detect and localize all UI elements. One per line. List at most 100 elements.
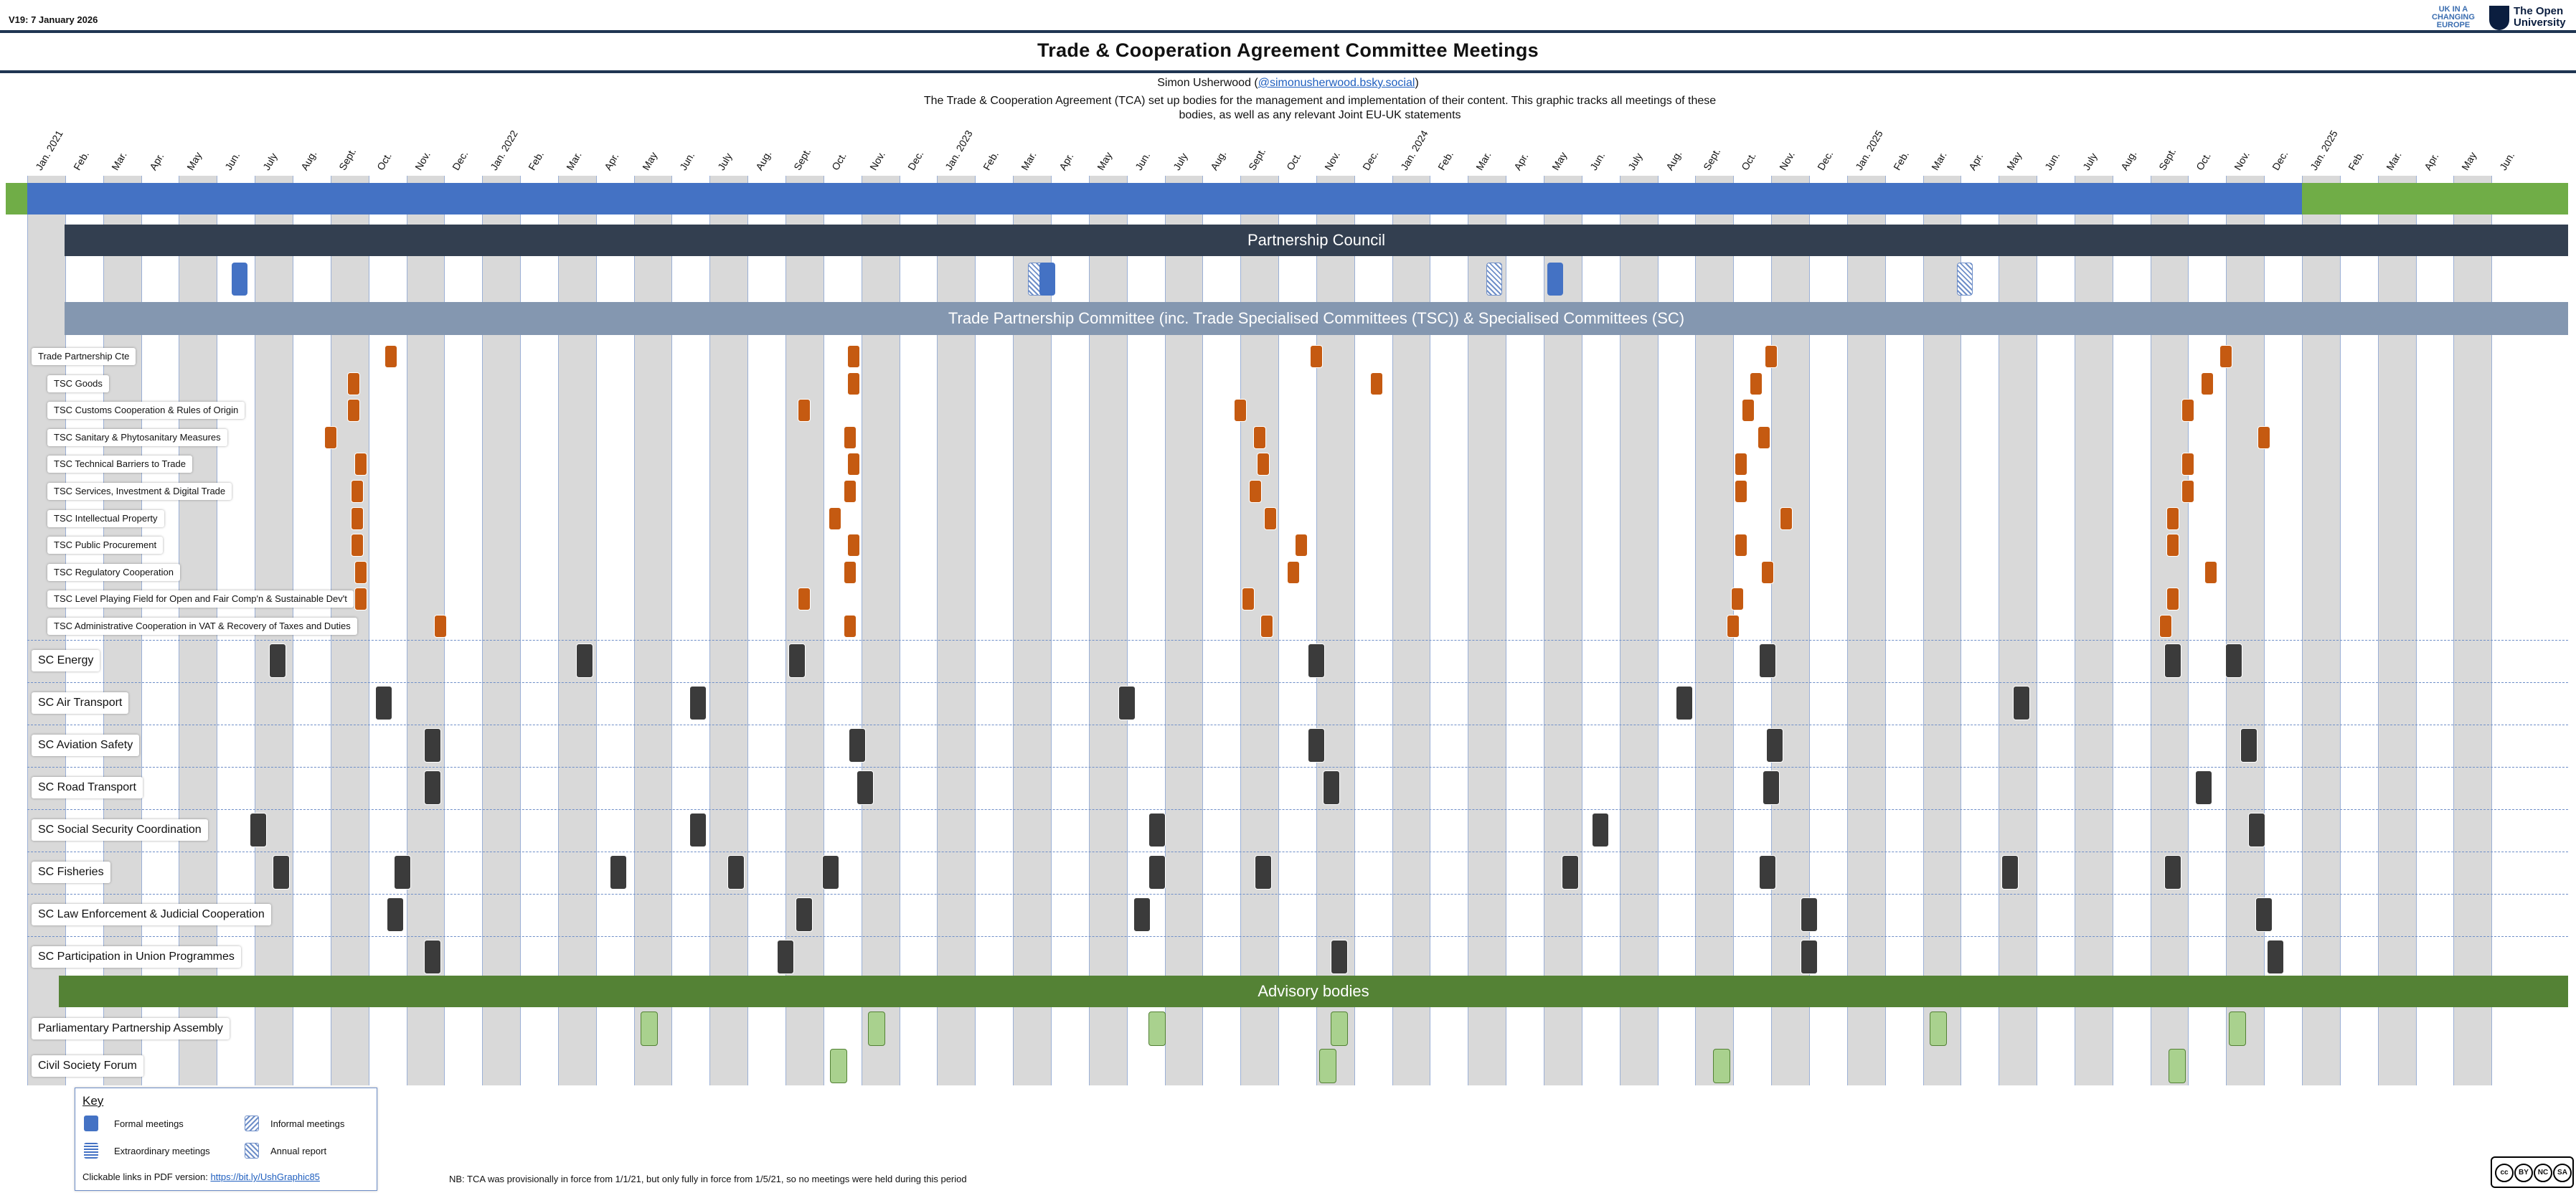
meeting-marker[interactable]: [354, 588, 368, 611]
meeting-marker[interactable]: [1309, 345, 1323, 368]
formal-meeting-marker[interactable]: [1039, 263, 1055, 296]
meeting-marker[interactable]: [867, 1012, 885, 1046]
meeting-marker[interactable]: [1318, 1049, 1336, 1083]
meeting-marker[interactable]: [2194, 770, 2212, 805]
meeting-marker[interactable]: [434, 615, 448, 638]
meeting-marker[interactable]: [1287, 560, 1301, 584]
meeting-marker[interactable]: [1758, 643, 1776, 678]
meeting-marker[interactable]: [374, 686, 392, 720]
meeting-marker[interactable]: [843, 615, 857, 638]
meeting-marker[interactable]: [268, 643, 286, 678]
pdf-link[interactable]: https://bit.ly/UshGraphic85: [210, 1171, 320, 1182]
formal-meeting-marker[interactable]: [231, 263, 247, 296]
meeting-marker[interactable]: [2166, 534, 2180, 557]
meeting-marker[interactable]: [1330, 1012, 1348, 1046]
meeting-marker[interactable]: [2181, 399, 2195, 423]
meeting-marker[interactable]: [689, 813, 707, 847]
meeting-marker[interactable]: [354, 453, 368, 476]
meeting-marker[interactable]: [727, 855, 745, 890]
meeting-marker[interactable]: [2164, 643, 2182, 678]
meeting-marker[interactable]: [847, 453, 861, 476]
meeting-marker[interactable]: [2240, 728, 2257, 763]
meeting-marker[interactable]: [798, 399, 811, 423]
meeting-marker[interactable]: [847, 534, 861, 557]
formal-meeting-marker[interactable]: [1547, 263, 1563, 296]
meeting-marker[interactable]: [386, 897, 404, 932]
meeting-marker[interactable]: [1264, 506, 1278, 530]
annual-report-marker[interactable]: [1956, 263, 1973, 296]
meeting-marker[interactable]: [856, 770, 874, 805]
meeting-marker[interactable]: [2166, 506, 2180, 530]
meeting-marker[interactable]: [1757, 425, 1770, 449]
meeting-marker[interactable]: [2168, 1049, 2186, 1083]
meeting-marker[interactable]: [777, 940, 794, 974]
meeting-marker[interactable]: [1307, 643, 1325, 678]
meeting-marker[interactable]: [2159, 615, 2172, 638]
meeting-marker[interactable]: [1758, 855, 1776, 890]
author-handle-link[interactable]: @simonusherwood.bsky.social: [1258, 77, 1415, 89]
meeting-marker[interactable]: [610, 855, 628, 890]
meeting-marker[interactable]: [2267, 940, 2284, 974]
meeting-marker[interactable]: [350, 534, 364, 557]
meeting-marker[interactable]: [1330, 940, 1348, 974]
meeting-marker[interactable]: [1734, 480, 1747, 503]
meeting-marker[interactable]: [424, 728, 442, 763]
meeting-marker[interactable]: [1252, 425, 1266, 449]
meeting-marker[interactable]: [394, 855, 412, 890]
meeting-marker[interactable]: [796, 897, 813, 932]
meeting-marker[interactable]: [829, 1049, 847, 1083]
meeting-marker[interactable]: [822, 855, 840, 890]
meeting-marker[interactable]: [1742, 399, 1755, 423]
meeting-marker[interactable]: [1734, 534, 1747, 557]
meeting-marker[interactable]: [849, 728, 867, 763]
meeting-marker[interactable]: [354, 560, 368, 584]
meeting-marker[interactable]: [2166, 588, 2180, 611]
meeting-marker[interactable]: [1561, 855, 1579, 890]
meeting-marker[interactable]: [1929, 1012, 1947, 1046]
meeting-marker[interactable]: [1370, 372, 1384, 395]
meeting-marker[interactable]: [384, 345, 398, 368]
meeting-marker[interactable]: [346, 372, 360, 395]
meeting-marker[interactable]: [1118, 686, 1136, 720]
meeting-marker[interactable]: [689, 686, 707, 720]
meeting-marker[interactable]: [1148, 855, 1166, 890]
annual-report-marker[interactable]: [1486, 263, 1503, 296]
meeting-marker[interactable]: [1800, 940, 1818, 974]
meeting-marker[interactable]: [1133, 897, 1151, 932]
meeting-marker[interactable]: [1763, 770, 1780, 805]
meeting-marker[interactable]: [1148, 813, 1166, 847]
meeting-marker[interactable]: [2012, 686, 2030, 720]
meeting-marker[interactable]: [1256, 453, 1270, 476]
meeting-marker[interactable]: [2247, 813, 2265, 847]
meeting-marker[interactable]: [2224, 643, 2242, 678]
meeting-marker[interactable]: [1734, 453, 1747, 476]
meeting-marker[interactable]: [350, 480, 364, 503]
meeting-marker[interactable]: [350, 506, 364, 530]
meeting-marker[interactable]: [843, 425, 857, 449]
meeting-marker[interactable]: [2181, 453, 2195, 476]
meeting-marker[interactable]: [847, 345, 861, 368]
meeting-marker[interactable]: [1241, 588, 1255, 611]
meeting-marker[interactable]: [424, 770, 442, 805]
meeting-marker[interactable]: [1148, 1012, 1166, 1046]
meeting-marker[interactable]: [1249, 480, 1263, 503]
meeting-marker[interactable]: [1323, 770, 1341, 805]
meeting-marker[interactable]: [1592, 813, 1610, 847]
meeting-marker[interactable]: [1749, 372, 1763, 395]
meeting-marker[interactable]: [2001, 855, 2019, 890]
meeting-marker[interactable]: [273, 855, 291, 890]
meeting-marker[interactable]: [843, 480, 857, 503]
meeting-marker[interactable]: [1713, 1049, 1731, 1083]
meeting-marker[interactable]: [843, 560, 857, 584]
meeting-marker[interactable]: [1800, 897, 1818, 932]
meeting-marker[interactable]: [1254, 855, 1272, 890]
meeting-marker[interactable]: [424, 940, 442, 974]
meeting-marker[interactable]: [1260, 615, 1274, 638]
meeting-marker[interactable]: [2204, 560, 2218, 584]
meeting-marker[interactable]: [640, 1012, 658, 1046]
meeting-marker[interactable]: [1760, 560, 1774, 584]
meeting-marker[interactable]: [828, 506, 841, 530]
meeting-marker[interactable]: [2257, 425, 2271, 449]
meeting-marker[interactable]: [1675, 686, 1693, 720]
meeting-marker[interactable]: [798, 588, 811, 611]
